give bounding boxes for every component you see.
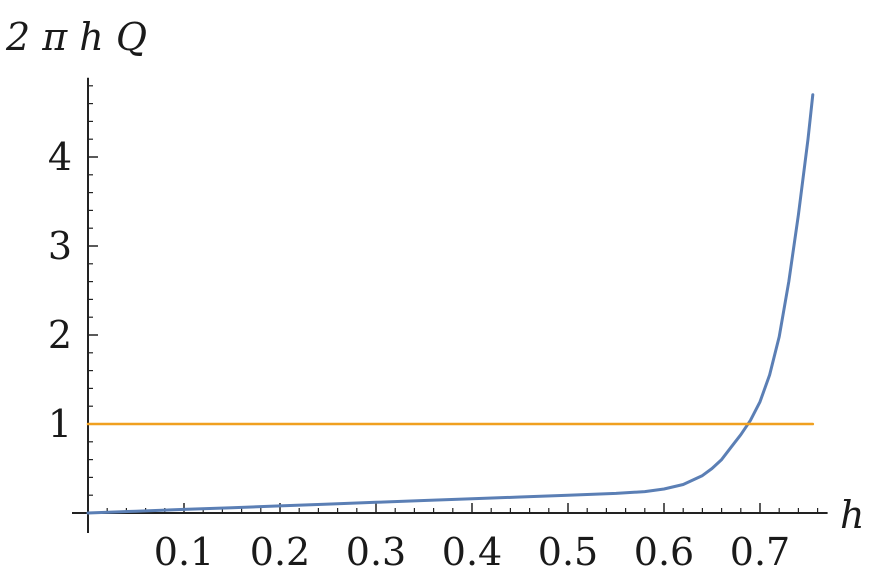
- x-tick-label: 0.2: [250, 530, 310, 574]
- x-tick-label: 0.3: [346, 530, 406, 574]
- y-tick-label: 2: [48, 313, 72, 357]
- x-axis-label: h: [840, 493, 864, 537]
- axes: 0.1 0.2 0.3 0.4 0.5 0.6 0.7 1 2 3 4: [48, 77, 828, 574]
- series-layer: [86, 93, 815, 515]
- x-tick-label: 0.1: [154, 530, 214, 574]
- y-tick-label: 3: [48, 224, 72, 268]
- x-tick-label: 0.5: [538, 530, 598, 574]
- x-tick-label: 0.4: [442, 530, 502, 574]
- x-tick-label: 0.6: [634, 530, 694, 574]
- x-tick-label: 0.7: [730, 530, 790, 574]
- y-tick-label: 4: [48, 135, 72, 179]
- y-axis-label: 2 π h Q: [5, 15, 147, 59]
- series-curve: [86, 93, 815, 515]
- y-tick-label: 1: [48, 402, 72, 446]
